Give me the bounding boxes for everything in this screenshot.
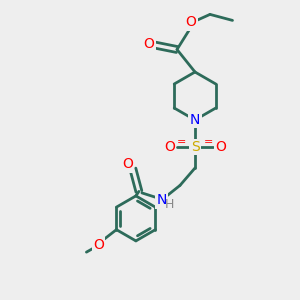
Text: O: O (186, 16, 196, 29)
Text: O: O (164, 140, 175, 154)
Text: O: O (93, 238, 104, 252)
Text: O: O (122, 158, 133, 171)
Text: O: O (215, 140, 226, 154)
Text: S: S (190, 140, 200, 154)
Text: H: H (165, 198, 175, 212)
Text: =: = (177, 136, 187, 147)
Text: O: O (144, 37, 154, 50)
Text: N: N (190, 113, 200, 127)
Text: =: = (203, 136, 213, 147)
Text: N: N (156, 194, 167, 207)
